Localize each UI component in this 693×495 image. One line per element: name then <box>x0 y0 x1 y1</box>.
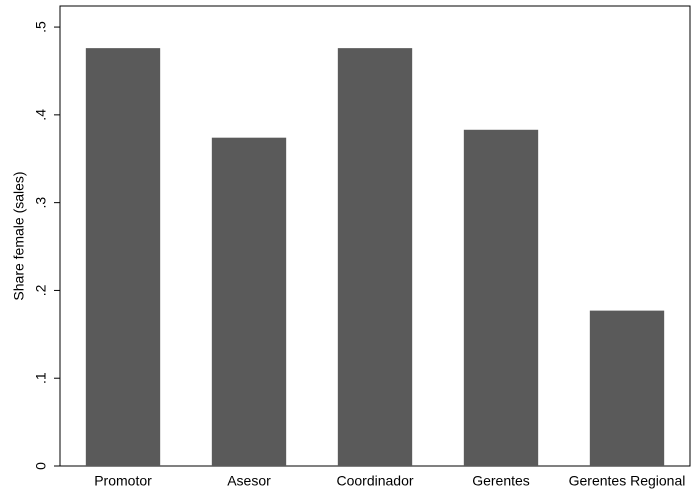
y-tick-label: .5 <box>33 21 49 33</box>
bar <box>589 310 665 466</box>
x-tick-label: Gerentes <box>472 473 530 489</box>
bar <box>463 129 539 466</box>
y-tick-label: .3 <box>33 197 49 209</box>
x-tick-label: Coordinador <box>336 473 413 489</box>
bar <box>211 137 287 466</box>
x-tick-label: Asesor <box>227 473 271 489</box>
y-tick-label: .2 <box>33 284 49 296</box>
bar <box>85 48 161 467</box>
y-axis-label: Share female (sales) <box>11 171 27 300</box>
y-tick-label: .4 <box>33 109 49 121</box>
bar <box>337 48 413 467</box>
y-tick-label: 0 <box>33 462 49 470</box>
x-tick-label: Promotor <box>94 473 152 489</box>
y-tick-label: .1 <box>33 372 49 384</box>
x-tick-label: Gerentes Regional <box>569 473 686 489</box>
